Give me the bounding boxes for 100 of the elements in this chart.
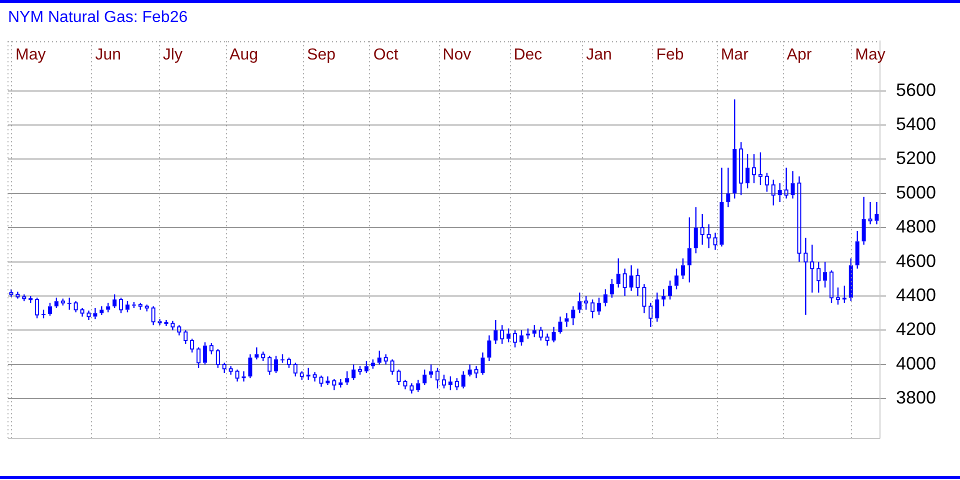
candlestick [67, 297, 72, 310]
candlestick [410, 382, 414, 394]
candlestick [326, 376, 330, 386]
candlestick [771, 179, 776, 206]
y-tick-label: 5400 [896, 114, 936, 134]
candlestick [720, 167, 724, 248]
candlestick [396, 368, 401, 386]
x-tick-label: May [15, 46, 46, 64]
x-tick-label: Jun [95, 46, 122, 64]
y-tick-label: 3800 [896, 388, 936, 408]
candlestick [235, 368, 240, 382]
candlestick [655, 292, 660, 322]
candlestick [93, 307, 98, 320]
candlestick [874, 201, 879, 225]
y-tick-label: 4200 [896, 319, 936, 340]
candlestick [494, 319, 498, 345]
candlestick [855, 230, 860, 270]
candlestick [810, 244, 814, 294]
candlestick [816, 261, 821, 294]
candlestick [790, 170, 795, 200]
x-tick-label: Nov [442, 46, 472, 64]
candlestick [862, 196, 866, 246]
candlestick [764, 172, 769, 192]
y-tick-label: 5000 [896, 182, 936, 202]
candlestick [248, 354, 252, 379]
candlestick [80, 307, 84, 318]
candlestick [578, 292, 582, 314]
candlestick [713, 232, 718, 250]
candlestick [823, 261, 828, 288]
candlestick [648, 302, 653, 328]
candlestick [306, 367, 310, 380]
y-tick-label: 4400 [896, 285, 936, 306]
x-tick-label: Feb [656, 46, 684, 64]
candlestick [436, 367, 440, 389]
y-tick-label: 4800 [896, 216, 936, 237]
candlestick [558, 316, 562, 334]
candlestick [474, 366, 478, 379]
candlestick [177, 324, 182, 336]
candlestick [480, 352, 485, 376]
candlestick [662, 288, 666, 307]
x-tick-label: Mar [720, 46, 750, 64]
candlestick [468, 364, 472, 378]
x-tick-label: Aug [230, 46, 258, 64]
y-tick-label: 4600 [896, 250, 936, 271]
candlestick [487, 334, 492, 362]
candlestick [384, 354, 388, 366]
x-tick-label: Apr [786, 46, 812, 64]
candlestick [694, 206, 698, 254]
candlestick [125, 300, 130, 313]
x-tick-label: Oct [373, 46, 399, 64]
x-tick-label: Jly [162, 46, 182, 64]
candlestick [552, 326, 556, 343]
y-tick-label: 5600 [896, 80, 936, 100]
candlestick [674, 268, 678, 290]
candlestick [680, 258, 685, 280]
candlestick [616, 258, 620, 288]
candlestick [687, 216, 692, 283]
candlestick [584, 295, 588, 310]
candlestick [636, 268, 640, 297]
candlestick [848, 258, 853, 302]
candlestick [170, 320, 175, 331]
candlestick [836, 286, 840, 306]
candlestick [500, 324, 504, 345]
candlestick [545, 333, 550, 346]
y-tick-label: 4000 [896, 353, 936, 374]
candlestick [164, 319, 168, 327]
candlestick [726, 167, 730, 208]
candlestick [746, 153, 750, 189]
candlestick [706, 224, 711, 249]
candlestick [732, 98, 737, 200]
candlestick [345, 370, 350, 386]
candlestick [100, 306, 104, 316]
x-tick-label: May [855, 46, 886, 64]
y-tick-label: 5200 [896, 148, 936, 168]
candlestick [590, 298, 595, 319]
candlestick [622, 268, 627, 297]
candlestick [448, 376, 452, 391]
x-tick-label: Dec [514, 46, 542, 64]
candlestick [74, 300, 78, 313]
candlestick [319, 374, 324, 388]
candlestick [752, 153, 756, 184]
candlestick [228, 366, 233, 376]
chart-title: NYM Natural Gas: Feb26 [8, 9, 188, 26]
candlestick [804, 237, 808, 316]
candlestick [758, 152, 762, 186]
candlestick [700, 213, 704, 246]
candlestick [778, 182, 782, 203]
candlestick [571, 306, 576, 326]
candlestick [312, 372, 317, 382]
candlestick [86, 310, 91, 321]
candlestick [868, 201, 872, 225]
x-tick-label: Jan [586, 46, 612, 64]
candlestick [739, 142, 744, 196]
candlestick [403, 379, 408, 390]
candlestick [784, 167, 788, 200]
candlestick [254, 346, 259, 360]
candlestick [332, 378, 336, 391]
candlestick [629, 264, 634, 292]
candlestick [642, 283, 646, 314]
candlestick [9, 288, 14, 298]
